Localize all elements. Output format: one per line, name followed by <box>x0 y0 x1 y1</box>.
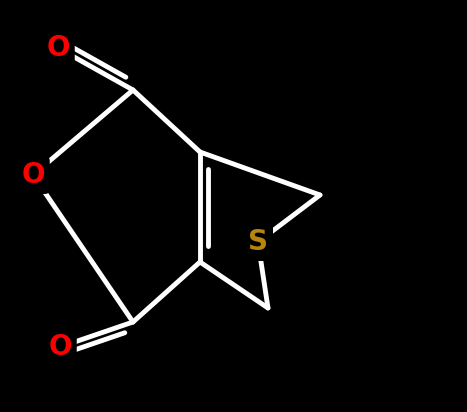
Text: O: O <box>21 161 45 189</box>
Text: S: S <box>248 228 268 256</box>
Text: O: O <box>48 333 72 361</box>
Text: O: O <box>46 34 70 62</box>
